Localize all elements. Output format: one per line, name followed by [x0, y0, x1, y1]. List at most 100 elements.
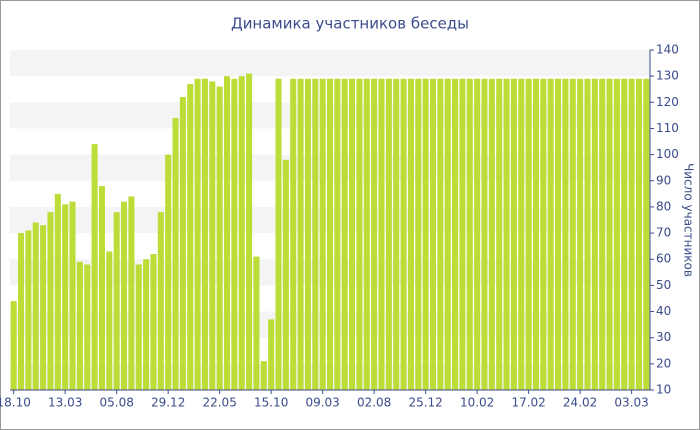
bar	[385, 78, 392, 391]
bar	[150, 254, 157, 390]
bar	[562, 78, 569, 391]
bar	[69, 201, 76, 390]
bar	[98, 186, 105, 390]
bar	[621, 78, 628, 391]
bar	[179, 97, 186, 391]
x-tick-label: 13.03	[48, 396, 82, 410]
bar	[275, 78, 282, 391]
grid-band	[10, 50, 650, 77]
bar	[187, 84, 194, 390]
bar	[606, 78, 613, 391]
chart-title: Динамика участников беседы	[231, 15, 469, 33]
bar	[437, 78, 444, 391]
bar	[577, 78, 584, 391]
bar	[407, 78, 414, 391]
bar	[319, 78, 326, 391]
bar	[47, 212, 54, 390]
bar	[488, 78, 495, 391]
bar	[466, 78, 473, 391]
bar	[135, 264, 142, 390]
bar	[459, 78, 466, 391]
x-tick-label: 02.08	[357, 396, 391, 410]
bar	[326, 78, 334, 391]
y-tick-label: 60	[656, 252, 671, 266]
bar	[290, 78, 297, 391]
bar	[312, 78, 319, 391]
y-tick-label: 10	[656, 383, 671, 397]
bar	[40, 225, 47, 390]
bar	[121, 201, 128, 390]
bar	[128, 196, 135, 390]
bar	[76, 261, 83, 390]
bar	[591, 78, 598, 391]
bar	[378, 78, 385, 391]
bar	[25, 230, 32, 390]
bar	[503, 78, 510, 391]
bar	[194, 78, 201, 391]
bar	[172, 118, 179, 390]
bar	[54, 193, 61, 390]
bar	[349, 78, 356, 391]
bar	[400, 78, 407, 391]
bar	[157, 212, 164, 390]
bar	[216, 86, 223, 390]
bar	[334, 78, 341, 391]
y-tick-label: 80	[656, 199, 671, 213]
bar	[444, 78, 451, 391]
bar	[540, 78, 547, 391]
bar	[260, 361, 267, 390]
bar	[201, 78, 208, 391]
bar	[496, 78, 503, 391]
bar	[165, 154, 172, 390]
bar	[363, 78, 370, 391]
x-tick-label: 18.10	[0, 396, 31, 410]
bar	[246, 73, 253, 391]
bar	[297, 78, 304, 391]
bar	[422, 78, 429, 391]
bar	[371, 78, 378, 391]
bar	[209, 81, 216, 390]
bar	[62, 204, 69, 390]
bar	[569, 78, 576, 391]
bar	[113, 212, 120, 390]
bar	[525, 78, 532, 391]
bar	[415, 78, 422, 391]
bar	[481, 78, 488, 391]
bar	[268, 319, 275, 390]
bar	[393, 78, 400, 391]
bar	[253, 256, 260, 390]
x-tick-label: 05.08	[99, 396, 133, 410]
x-tick-label: 09.03	[305, 396, 339, 410]
y-tick-label: 90	[656, 173, 671, 187]
x-tick-label: 29.12	[151, 396, 185, 410]
bar	[356, 78, 363, 391]
bar	[599, 78, 606, 391]
bar	[223, 76, 231, 391]
bar	[91, 144, 98, 390]
bar	[18, 233, 25, 390]
y-tick-label: 20	[656, 356, 671, 370]
bar	[643, 78, 650, 391]
y-tick-label: 140	[656, 43, 679, 57]
bar	[555, 78, 562, 391]
bar	[231, 78, 238, 391]
bar	[518, 78, 525, 391]
x-tick-label: 15.10	[254, 396, 288, 410]
y-tick-label: 40	[656, 304, 671, 318]
x-tick-label: 22.05	[202, 396, 236, 410]
bar	[106, 251, 113, 390]
bar	[613, 78, 620, 391]
x-tick-label: 25.12	[408, 396, 442, 410]
x-tick-label: 24.02	[563, 396, 597, 410]
y-tick-label: 100	[656, 147, 679, 161]
bar	[547, 78, 554, 391]
bar	[510, 78, 517, 391]
x-tick-label: 03.03	[614, 396, 648, 410]
bar	[452, 78, 459, 391]
bar	[584, 78, 591, 391]
y-tick-label: 70	[656, 226, 671, 240]
y-tick-label: 110	[656, 121, 679, 135]
x-tick-label: 10.02	[460, 396, 494, 410]
